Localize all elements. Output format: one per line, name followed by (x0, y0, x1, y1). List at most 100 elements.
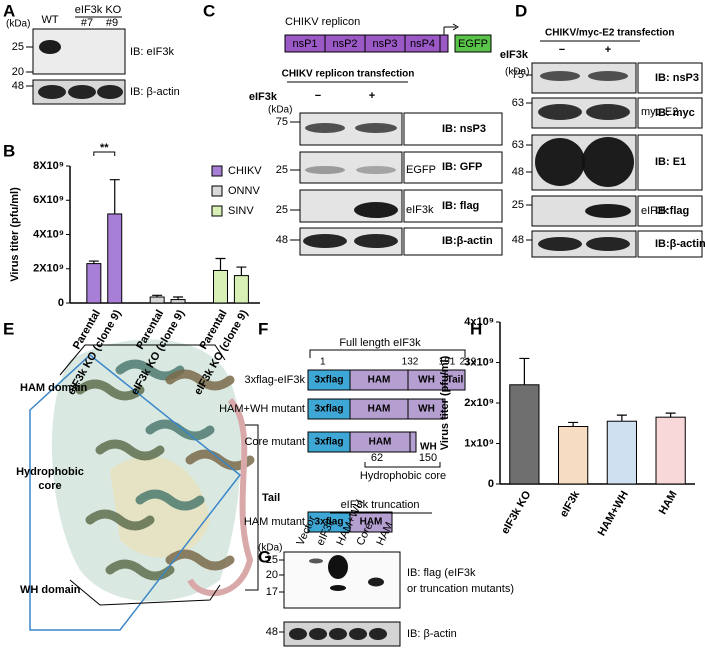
label: 63 (512, 97, 524, 109)
label: WH domain (20, 584, 81, 596)
label: 20 (12, 66, 24, 78)
band (38, 85, 66, 99)
bar (558, 425, 589, 485)
band (582, 137, 634, 187)
bar (233, 275, 249, 304)
label: 20 (266, 569, 278, 581)
domain-label: HAM (368, 404, 391, 415)
band (309, 628, 327, 640)
band (369, 628, 387, 640)
bracket (69, 579, 221, 606)
label: (kDa) (258, 543, 282, 554)
panel-label: D (515, 1, 527, 20)
bar (213, 269, 228, 304)
domain-label: WH (420, 442, 437, 453)
band (356, 166, 396, 174)
label: Full length eIF3k (339, 337, 421, 349)
ib-box (403, 112, 503, 146)
band (305, 123, 345, 133)
label: − (559, 44, 565, 56)
label: 48 (512, 166, 524, 178)
label: 25 (512, 199, 524, 211)
label: (kDa) (6, 19, 30, 30)
ib-box (403, 189, 503, 223)
label: Hydrophobic (16, 466, 84, 478)
label: 17 (266, 586, 278, 598)
band (349, 628, 367, 640)
band (330, 585, 346, 591)
y-tick-label: 8X10⁹ (33, 160, 64, 172)
bar (655, 416, 686, 485)
error-bar (616, 414, 627, 422)
domain-label: HAM (369, 437, 392, 448)
label: IB:β-actin (442, 235, 493, 247)
panel-label: B (3, 141, 15, 160)
label: 219 (460, 357, 477, 368)
label: eIF3k (249, 91, 278, 103)
band (535, 138, 585, 186)
label: or truncation mutants) (407, 583, 514, 595)
band (538, 104, 582, 120)
y-tick-label: 4x10⁹ (464, 316, 494, 328)
ib-box (637, 62, 703, 94)
bar (170, 299, 186, 304)
helix (85, 509, 155, 531)
band (586, 104, 630, 120)
label: WT (41, 14, 58, 26)
gene-label: nsP4 (410, 38, 435, 50)
label: 25 (276, 204, 288, 216)
error-bar (236, 266, 247, 276)
ib-box (637, 97, 703, 129)
label: eIF3k (406, 204, 434, 216)
label: 63 (512, 139, 524, 151)
domain-label: HAM (368, 375, 391, 386)
label: EGFP (406, 164, 436, 176)
error-bar (568, 421, 579, 427)
label: HAM+WH mutant (219, 403, 305, 415)
x-tick-label: eIF3k (558, 488, 583, 519)
label: 48 (12, 80, 24, 92)
gene-label: EGFP (458, 38, 488, 50)
error-bar (88, 260, 99, 264)
bracket (59, 344, 226, 376)
error-bar (215, 257, 226, 271)
label: 48 (266, 626, 278, 638)
band (538, 237, 582, 251)
label: IB: β-actin (130, 86, 180, 98)
x-tick-label: eIF3k KO (499, 489, 533, 537)
label: 132 (402, 357, 419, 368)
y-tick-label: 2x10⁹ (464, 397, 494, 409)
y-tick-label: 4X10⁹ (33, 228, 64, 240)
panel-label: C (203, 1, 215, 20)
band (588, 71, 628, 81)
gene-label: nsP2 (332, 38, 357, 50)
label: IB: eIF3k (130, 46, 175, 58)
label: 25 (12, 41, 24, 53)
band (305, 166, 345, 174)
y-tick-label: 1x10⁹ (464, 437, 494, 449)
helix (165, 369, 235, 391)
label: 1 (320, 357, 326, 368)
bracket (364, 462, 441, 468)
label: eIF3k (641, 205, 669, 217)
x-tick-label: HAM (657, 489, 680, 517)
tail (187, 397, 254, 596)
blot (299, 151, 403, 184)
legend-swatch (211, 205, 223, 217)
label: IB: flag (442, 200, 479, 212)
surface (110, 456, 210, 558)
bracket (29, 354, 242, 631)
band (309, 558, 323, 564)
helix (75, 379, 145, 401)
error-bar (519, 357, 530, 385)
bar (107, 213, 123, 304)
arrow (452, 23, 459, 31)
gene-box (439, 34, 449, 53)
label: 75 (276, 116, 288, 128)
error-bar (152, 294, 163, 298)
y-axis-label: Virus titer (pfu/ml) (439, 355, 451, 450)
label: HAM mutant (244, 516, 305, 528)
y-tick-label: 0 (488, 478, 494, 490)
legend-swatch (211, 165, 223, 177)
label: 150 (419, 452, 437, 464)
